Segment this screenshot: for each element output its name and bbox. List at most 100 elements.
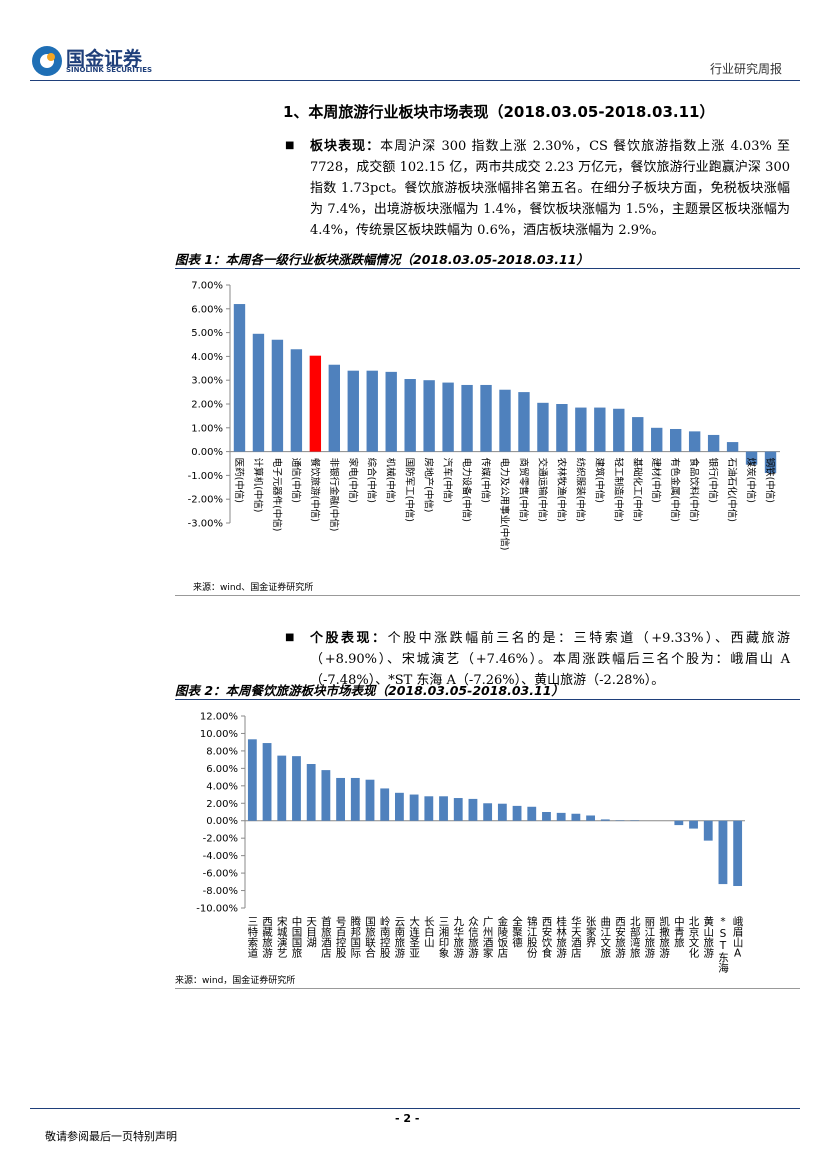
x-tick-label: 天目湖 (305, 916, 317, 948)
bar (537, 402, 549, 452)
bar (499, 389, 511, 452)
bar (252, 333, 265, 452)
x-tick-label: *ST东海A (717, 916, 729, 973)
bar (571, 813, 581, 821)
bar (439, 796, 448, 821)
y-tick-label: 6.00% (206, 764, 238, 775)
figure-rule (175, 699, 800, 700)
bar (461, 384, 473, 452)
bar (613, 408, 625, 452)
x-tick-label: 长白山 (423, 916, 435, 948)
report-type: 行业研究周报 (710, 62, 783, 76)
x-tick-label: 房地产(中信) (423, 458, 435, 513)
figure-title: 图表 1：本周各一级行业板块涨跌幅情况（2018.03.05-2018.03.1… (175, 252, 589, 267)
y-tick-label: -8.00% (203, 886, 238, 897)
x-tick-label: 岭南控股 (379, 915, 391, 959)
x-tick-label: 首旅酒店 (320, 915, 332, 959)
y-tick-label: 2.00% (206, 799, 238, 810)
x-tick-label: 基础化工(中信) (631, 458, 643, 522)
x-tick-label: 国防军工(中信) (404, 458, 416, 522)
bar (600, 819, 610, 821)
figure-source: 来源：wind、国金证券研究所 (193, 583, 314, 593)
para-text: 本周沪深 300 指数上涨 2.30%，CS 餐饮旅游指数上涨 4.03% 至 … (310, 139, 790, 238)
y-tick-label: 3.00% (191, 376, 223, 387)
figure-rule (175, 988, 800, 989)
page-number: - 2 - (395, 1112, 420, 1125)
x-tick-label: 号百控股 (335, 916, 347, 959)
header-rule (30, 80, 800, 81)
x-tick-label: 交通运输(中信) (536, 458, 548, 522)
bar (350, 777, 360, 821)
x-tick-label: 医药(中信) (233, 458, 245, 503)
x-tick-label: 峨眉山A (732, 916, 744, 960)
x-tick-label: 汽车(中信) (442, 458, 454, 503)
bar (670, 428, 682, 452)
x-tick-label: 建材(中信) (650, 458, 662, 503)
x-tick-label: 西藏旅游 (261, 916, 273, 959)
y-tick-label: 12.00% (200, 712, 238, 723)
bar (527, 806, 537, 821)
bar (442, 382, 454, 452)
x-tick-label: 广州酒家 (482, 916, 494, 958)
x-tick-label: 传媒(中信) (480, 458, 492, 503)
x-tick-label: 三湘印象 (438, 916, 450, 958)
bar (321, 770, 331, 821)
figure-rule (175, 268, 800, 269)
logo-en: SINOLINK SECURITIES (66, 66, 153, 74)
bar (718, 820, 728, 885)
bar (347, 370, 359, 452)
bar (233, 304, 246, 452)
x-tick-label: 丽江旅游 (643, 916, 655, 959)
x-tick-label: 农林牧渔(中信) (555, 458, 567, 522)
y-tick-label: 0.00% (191, 447, 223, 458)
bar (271, 339, 284, 452)
bar (586, 815, 595, 821)
x-tick-label: 曲江文旅 (599, 916, 611, 959)
bullet: ■ (285, 140, 295, 151)
bar (309, 355, 322, 452)
x-tick-label: 电力及公用事业(中信) (499, 458, 511, 551)
x-tick-label: 轻工制造(中信) (612, 458, 624, 522)
bar (518, 392, 530, 452)
x-tick-label: 凯撒旅游 (658, 915, 670, 959)
bar (395, 792, 404, 821)
bar (247, 739, 257, 821)
x-tick-label: 食品饮料(中信) (688, 458, 700, 522)
y-tick-label: 0.00% (206, 816, 238, 827)
y-tick-label: 4.00% (191, 352, 223, 363)
y-tick-label: 7.00% (191, 281, 223, 292)
x-tick-label: 锦江股份 (526, 915, 538, 959)
x-tick-label: 宋城演艺 (276, 915, 288, 958)
para-label: 个股表现： (310, 631, 388, 646)
y-tick-label: -3.00% (188, 519, 223, 530)
figure-title: 图表 2：本周餐饮旅游板块市场表现（2018.03.05-2018.03.11） (175, 683, 564, 698)
x-tick-label: 电力设备(中信) (461, 458, 473, 522)
para-text: 个股中涨跌幅前三名的是：三特索道（+9.33%）、西藏旅游（+8.90%）、宋城… (310, 631, 790, 688)
x-tick-label: 纺织服装(中信) (574, 458, 586, 522)
x-tick-label: 九华旅游 (452, 916, 464, 959)
bar (512, 805, 522, 821)
y-tick-label: -4.00% (203, 851, 238, 862)
bar (764, 451, 777, 474)
bar (556, 404, 568, 452)
x-tick-label: 商贸零售(中信) (517, 458, 529, 522)
y-tick-label: -2.00% (188, 495, 223, 506)
x-tick-label: 有色金属(中信) (669, 458, 681, 522)
x-tick-label: 大连圣亚 (408, 915, 420, 958)
y-tick-label: -6.00% (203, 869, 238, 880)
bar (262, 743, 272, 821)
x-tick-label: 非银行金融(中信) (328, 458, 340, 532)
x-tick-label: 华天酒店 (570, 915, 582, 959)
bar (632, 417, 644, 452)
bar (483, 803, 493, 821)
x-tick-label: 钢铁(中信) (764, 458, 776, 503)
footer-rule (30, 1108, 800, 1109)
disclaimer: 敬请参阅最后一页特别声明 (45, 1130, 177, 1143)
logo-cn: 国金证券 (66, 48, 143, 70)
bar (423, 380, 435, 452)
x-tick-label: 建筑(中信) (593, 458, 605, 503)
x-tick-label: 张家界 (585, 916, 597, 948)
y-tick-label: 6.00% (191, 304, 223, 315)
bar (468, 798, 478, 821)
